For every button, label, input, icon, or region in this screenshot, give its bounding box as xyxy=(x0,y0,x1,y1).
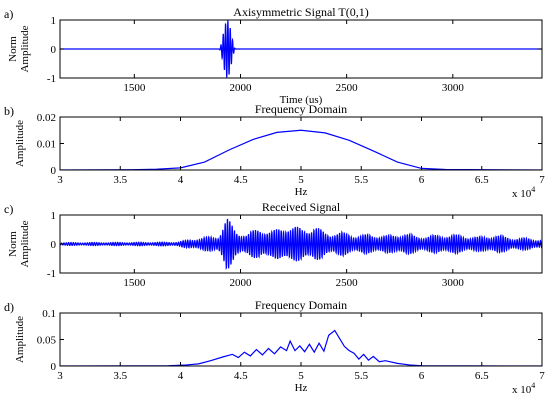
x-tick-label: 4.5 xyxy=(234,174,248,186)
x-tick-label: 2000 xyxy=(229,82,252,94)
x-tick-label: 4 xyxy=(178,370,184,382)
y-tick-label: -1 xyxy=(47,73,56,85)
series-line xyxy=(60,20,542,78)
x-tick-label: 2500 xyxy=(336,277,359,289)
chart-title: Axisymmetric Signal T(0,1) xyxy=(233,5,368,19)
x-tick-label: 1500 xyxy=(123,82,146,94)
y-axis-label: Amplitude xyxy=(14,316,26,363)
panel-2: 3 3.5 4 4.5 5 5.5 6 6.5 7 0 0.01 0.02 Frequency Doma… xyxy=(4,102,545,200)
y-tick-label: 0.05 xyxy=(37,335,57,347)
chart-title: Received Signal xyxy=(262,200,341,214)
series-line xyxy=(60,129,542,170)
y-axis-label: Norm xyxy=(7,36,19,62)
x-axis-exponent: x 104 xyxy=(512,185,535,200)
x-tick-label: 3.5 xyxy=(113,370,127,382)
y-axis-label: Amplitude xyxy=(19,220,31,267)
x-tick-label: 6 xyxy=(419,174,425,186)
y-tick-label: 0 xyxy=(51,239,57,251)
x-axis-label: Hz xyxy=(295,186,308,198)
x-tick-label: 7 xyxy=(539,370,545,382)
y-tick-label: 0 xyxy=(51,44,57,56)
x-tick-label: 5.5 xyxy=(354,174,368,186)
x-tick-label: 3 xyxy=(57,370,63,382)
x-tick-label: 4.5 xyxy=(234,370,248,382)
x-axis-exponent: x 104 xyxy=(512,381,535,396)
x-tick-label: 1500 xyxy=(123,277,146,289)
plot-area-frame xyxy=(59,116,543,171)
x-tick-label: 3.5 xyxy=(113,174,127,186)
x-tick-label: 5 xyxy=(298,370,304,382)
y-axis-label: Amplitude xyxy=(14,120,26,167)
plot-area-frame xyxy=(59,312,543,367)
y-axis-label: Amplitude xyxy=(19,25,31,72)
panel-1: 1500 2000 2500 3000 -1 0 1 Axisymmetric Signal … xyxy=(4,5,543,106)
panel-4: 3 3.5 4 4.5 5 5.5 6 6.5 7 0 0.05 0.1 Frequency Domai… xyxy=(4,298,545,396)
x-tick-label: 3000 xyxy=(442,277,465,289)
chart-title: Frequency Domain xyxy=(255,102,347,116)
chart-title: Frequency Domain xyxy=(255,298,347,312)
x-tick-label: 4 xyxy=(178,174,184,186)
y-tick-label: 0.02 xyxy=(37,112,56,124)
panel-3: 1500 2000 2500 3000 -1 0 1 Received Signal c) Nor… xyxy=(4,200,543,289)
y-axis-label: Norm xyxy=(7,231,19,257)
panel-label: d) xyxy=(4,300,14,314)
x-tick-label: 3000 xyxy=(442,82,465,94)
y-tick-label: -1 xyxy=(47,268,56,280)
series-line xyxy=(60,218,542,270)
x-tick-label: 5.5 xyxy=(354,370,368,382)
x-axis-label: Time (us) xyxy=(280,94,323,106)
series-line xyxy=(60,329,542,366)
y-tick-label: 0 xyxy=(51,165,57,177)
x-tick-label: 6.5 xyxy=(475,174,489,186)
x-tick-label: 2500 xyxy=(336,82,359,94)
x-tick-label: 5 xyxy=(298,174,304,186)
panel-label: b) xyxy=(4,104,14,118)
panel-label: c) xyxy=(4,202,13,216)
x-tick-label: 6 xyxy=(419,370,425,382)
y-tick-label: 0 xyxy=(51,361,57,373)
x-tick-label: 3 xyxy=(57,174,63,186)
y-tick-label: 0.01 xyxy=(37,139,56,151)
y-tick-label: 1 xyxy=(51,15,57,27)
y-tick-label: 1 xyxy=(51,210,57,222)
x-tick-label: 7 xyxy=(539,174,545,186)
panel-label: a) xyxy=(4,7,13,21)
y-tick-label: 0.1 xyxy=(42,308,56,320)
x-tick-label: 6.5 xyxy=(475,370,489,382)
x-tick-label: 2000 xyxy=(229,277,252,289)
x-axis-label: Hz xyxy=(295,382,308,394)
